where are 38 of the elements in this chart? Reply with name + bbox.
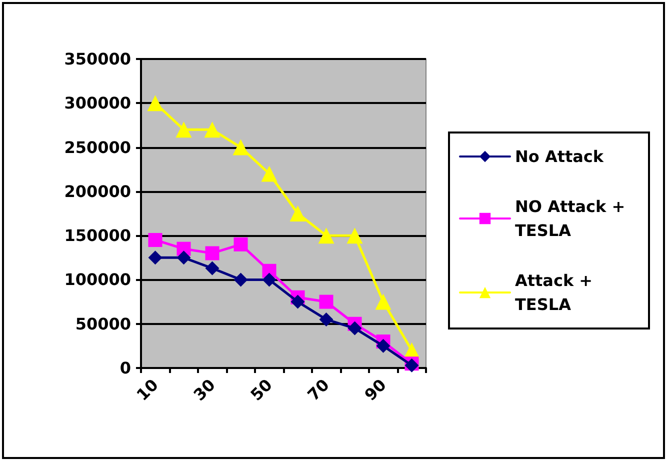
legend-label: No Attack bbox=[515, 147, 604, 166]
y-tick-label: 200000 bbox=[64, 182, 131, 201]
y-tick-label: 300000 bbox=[64, 94, 131, 113]
point bbox=[346, 228, 363, 244]
legend-label: NO Attack + TESLA bbox=[515, 197, 631, 240]
y-tick-label: 150000 bbox=[64, 226, 131, 246]
point bbox=[290, 206, 306, 222]
point bbox=[234, 272, 248, 287]
point bbox=[376, 338, 390, 353]
point bbox=[204, 122, 220, 138]
y-tick-label: 250000 bbox=[64, 138, 131, 157]
x-tick-label: 30 bbox=[190, 375, 219, 404]
point bbox=[290, 294, 305, 309]
x-tick-label: 10 bbox=[132, 375, 162, 404]
point bbox=[176, 122, 192, 138]
legend-label: Attack + TESLA bbox=[515, 271, 598, 314]
point bbox=[318, 228, 334, 244]
y-tick-label: 100000 bbox=[64, 270, 131, 290]
point bbox=[232, 139, 249, 156]
point bbox=[234, 237, 248, 252]
y-tick-label: 0 bbox=[120, 358, 131, 378]
point bbox=[319, 312, 334, 326]
point bbox=[148, 250, 162, 265]
point bbox=[205, 261, 220, 276]
point bbox=[348, 321, 362, 336]
point bbox=[176, 250, 191, 265]
point bbox=[205, 246, 220, 260]
x-tick-label: 70 bbox=[304, 375, 333, 404]
y-tick-label: 350000 bbox=[64, 50, 131, 68]
point bbox=[375, 294, 392, 310]
point bbox=[148, 232, 162, 247]
point bbox=[261, 166, 278, 182]
point bbox=[262, 272, 276, 287]
y-tick-label: 50000 bbox=[75, 314, 131, 334]
x-tick-label: 50 bbox=[246, 375, 276, 404]
point bbox=[319, 294, 334, 309]
point bbox=[147, 95, 164, 112]
x-tick-label: 90 bbox=[360, 375, 390, 404]
